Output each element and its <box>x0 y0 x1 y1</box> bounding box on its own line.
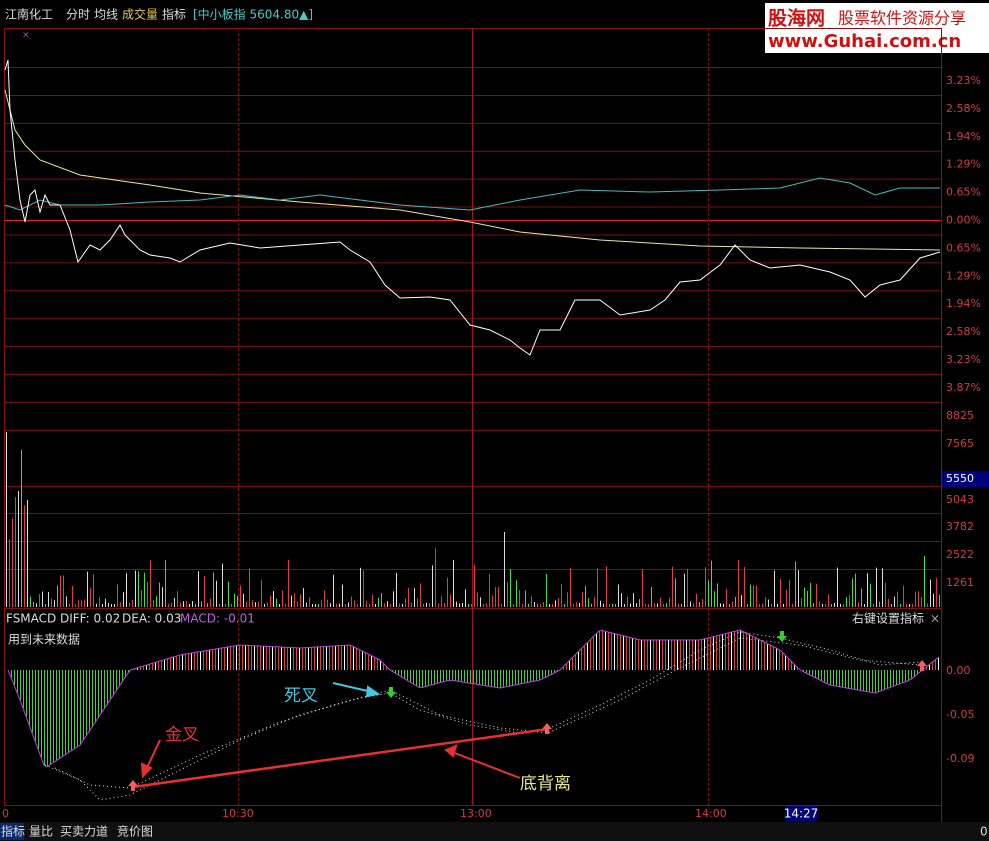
price-label: 0.65% <box>946 186 981 199</box>
price-label: 1.94% <box>946 297 981 310</box>
stock-name: 江南化工 <box>5 7 53 22</box>
bottom-tab[interactable]: 量比 <box>29 825 53 839</box>
annotation: 金叉 <box>165 725 199 745</box>
macd-dea: DEA: 0.03 <box>122 612 181 626</box>
volume-label: 8825 <box>946 409 974 422</box>
bottom-right: 0 <box>980 825 988 839</box>
macd-value: MACD: -0.01 <box>180 612 255 626</box>
macd-warning: 用到未来数据 <box>8 632 80 647</box>
volume-label: 5043 <box>946 493 974 506</box>
time-label: 14:00 <box>695 807 727 820</box>
price-line <box>4 59 941 356</box>
price-label: 1.29% <box>946 269 981 282</box>
volume-current-box <box>942 471 989 487</box>
time-label: 10:30 <box>222 807 254 820</box>
time-cursor-box <box>785 806 818 821</box>
logo-name: 股海网 <box>768 7 825 30</box>
time-label: 0 <box>2 807 9 820</box>
price-label: 2.58% <box>946 102 981 115</box>
divergence-line <box>132 727 549 789</box>
macd-label: -0.09 <box>946 752 974 765</box>
macd-settings[interactable]: 右键设置指标 <box>852 611 924 626</box>
volume-bars <box>6 432 940 607</box>
volume-label: 7565 <box>946 437 974 450</box>
macd-label: -0.05 <box>946 708 974 721</box>
arrow-cyan <box>332 682 381 698</box>
volume-label: 2522 <box>946 548 974 561</box>
macd-lines <box>44 631 921 801</box>
logo-slogan: 股票软件资源分享 <box>838 9 966 28</box>
price-label: 0.65% <box>946 241 981 254</box>
price-label: 3.23% <box>946 353 981 366</box>
macd-label: 0.00 <box>946 664 971 677</box>
signal-icons <box>128 631 927 791</box>
bottom-tab[interactable]: 买卖力道 <box>60 825 108 839</box>
arrows <box>140 739 521 779</box>
time-cursor: 14:27 <box>784 807 819 821</box>
volume-current: 5550 <box>946 472 974 485</box>
bottom-tab[interactable]: 指标 <box>1 824 25 839</box>
tab[interactable]: 指标 <box>162 7 186 22</box>
time-label: 13:00 <box>460 807 492 820</box>
price-label: 2.58% <box>946 325 981 338</box>
volume-label: 1261 <box>946 576 974 589</box>
tab[interactable]: 成交量 <box>122 7 158 22</box>
macd-diff: DIFF: 0.02 <box>60 612 120 626</box>
index-line <box>4 177 940 211</box>
close-icon[interactable]: × <box>930 612 940 626</box>
tab-bar <box>0 822 989 841</box>
annotation: 底背离 <box>520 774 571 794</box>
bottom-tab[interactable]: 竞价图 <box>117 825 153 839</box>
tab[interactable]: 分时 <box>66 8 90 22</box>
price-label: 1.29% <box>946 158 981 171</box>
price-label: 3.23% <box>946 74 981 87</box>
price-label: 3.87% <box>946 381 981 394</box>
macd-bars <box>7 629 939 768</box>
marker: × <box>22 31 30 41</box>
average-line <box>4 89 941 251</box>
tab[interactable]: 均线 <box>94 8 118 22</box>
tab-active <box>0 823 24 840</box>
annotation: 死叉 <box>284 686 318 706</box>
index-info: [中小板指 5604.80▲] <box>193 7 313 22</box>
macd-envelope <box>7 629 939 768</box>
volume-label: 3782 <box>946 520 974 533</box>
logo-url: www.Guhai.com.cn <box>768 31 961 52</box>
price-label: 1.94% <box>946 130 981 143</box>
macd-name: FSMACD <box>6 612 56 626</box>
price-label: 0.00% <box>946 214 981 227</box>
